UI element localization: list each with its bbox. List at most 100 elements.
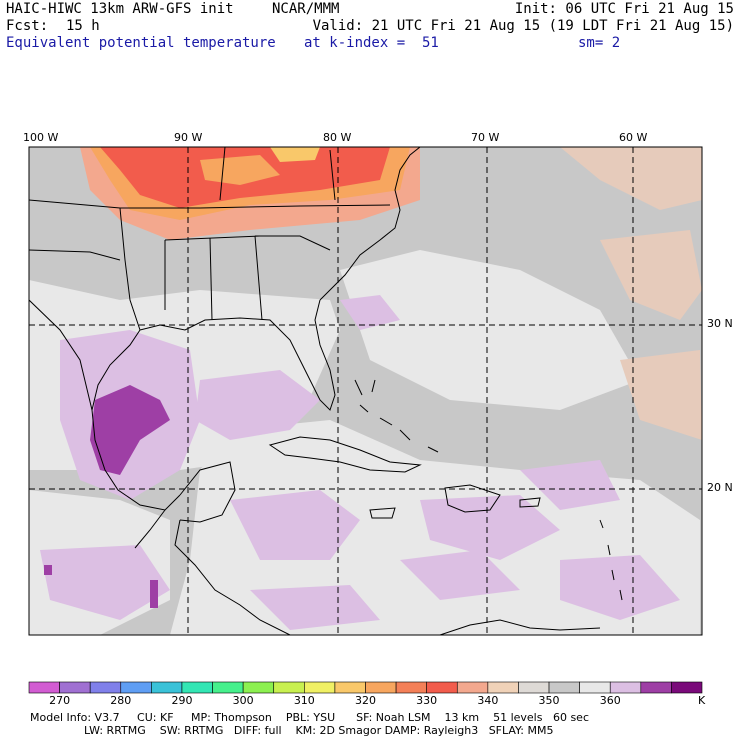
lavender-region: [40, 545, 170, 620]
coastline-segment: [611, 569, 615, 581]
coastline-segment: [329, 149, 336, 201]
colorbar-swatch: [548, 681, 580, 694]
lavender-region: [230, 490, 360, 560]
coastline-segment: [369, 507, 396, 519]
field-shading: [29, 147, 702, 635]
coastline-segment: [29, 199, 391, 209]
fcst-label: Fcst:: [6, 18, 49, 34]
coastline-segment: [371, 379, 376, 393]
purple-region: [44, 565, 52, 575]
map-frame: [28, 146, 703, 636]
lon-label-100w: 100 W: [23, 131, 59, 144]
tan-region: [620, 350, 702, 440]
coastline-segment: [179, 461, 236, 523]
colorbar-tick-label: 350: [539, 694, 560, 707]
colorbar-tick-label: 280: [110, 694, 131, 707]
coastline-segment: [359, 404, 369, 413]
coastline-segment: [29, 249, 121, 261]
colorbar-swatch: [89, 681, 122, 694]
lavender-region: [195, 370, 320, 440]
colorbar-swatch: [579, 681, 611, 694]
colorbar-swatch: [304, 681, 336, 694]
org-label: NCAR/MMM: [272, 1, 340, 17]
colorbar-tick-label: 360: [600, 694, 621, 707]
orange-region: [200, 155, 280, 185]
colorbar-swatch: [28, 681, 60, 694]
colorbar-swatch: [671, 681, 703, 694]
lon-label-80w: 80 W: [323, 131, 352, 144]
colorbar-swatch: [273, 681, 305, 694]
coastline-segment: [519, 497, 541, 508]
coastline-segment: [119, 207, 141, 331]
lavender-region: [250, 585, 380, 630]
coastline-segment: [268, 436, 422, 473]
coastline-segment: [444, 484, 501, 513]
lon-label-70w: 70 W: [471, 131, 500, 144]
colorbar-swatch: [487, 681, 519, 694]
coastline-segment: [174, 519, 291, 635]
model-title: HAIC-HIWC 13km ARW-GFS init: [6, 1, 234, 17]
field-name: Equivalent potential temperature: [6, 35, 276, 51]
lavender-region: [560, 555, 680, 620]
colorbar-swatch: [59, 681, 91, 694]
colorbar-tick-label: 330: [416, 694, 437, 707]
init-time: Init: 06 UTC Fri 21 Aug 15: [514, 1, 734, 17]
coastline-segment: [599, 519, 604, 529]
smoothing-info: sm= 2: [578, 35, 621, 51]
colorbar-swatch: [212, 681, 244, 694]
coastline-segment: [91, 329, 181, 511]
coastline-segment: [254, 235, 263, 321]
lat-label-20n: 20 N: [707, 481, 733, 494]
model-info-line1: Model Info: V3.7 CU: KF MP: Thompson PBL…: [30, 711, 590, 724]
coastline-segment: [399, 429, 411, 441]
lat-label-30n: 30 N: [707, 317, 733, 330]
colorbar-swatch: [518, 681, 550, 694]
colorbar-swatch: [395, 681, 427, 694]
level-info: at k-index = 51: [304, 35, 439, 51]
colorbar-swatch: [151, 681, 183, 694]
colorbar-swatch: [181, 681, 213, 694]
coastline-segment: [29, 299, 93, 411]
colorbar-swatch: [456, 681, 489, 694]
lon-label-90w: 90 W: [174, 131, 203, 144]
valid-time: Valid: 21 UTC Fri 21 Aug 15 (19 LDT Fri …: [312, 18, 734, 34]
colorbar-unit: K: [698, 694, 706, 707]
coastline-segment: [164, 235, 261, 241]
coastline-segment: [319, 147, 421, 301]
model-info-line2: LW: RRTMG SW: RRTMG DIFF: full KM: 2D Sm…: [84, 724, 554, 737]
coastlines: [29, 147, 623, 635]
colorbar-tick-label: 270: [49, 694, 70, 707]
purple-region: [90, 385, 170, 475]
colorbar-tick-label: 300: [233, 694, 254, 707]
coastline-segment: [209, 237, 213, 321]
coastline-segment: [255, 235, 331, 251]
lat-lon-grid: [29, 147, 702, 635]
coastline-segment: [427, 446, 439, 453]
tan-region: [600, 230, 702, 320]
colorbar-swatch: [609, 681, 642, 694]
gold-region: [270, 147, 320, 162]
lavender-region: [420, 495, 560, 560]
colorbar-tick-label: 340: [477, 694, 498, 707]
lavender-region: [400, 550, 520, 600]
coastline-segment: [619, 589, 623, 601]
lon-label-60w: 60 W: [619, 131, 648, 144]
light-region: [340, 250, 640, 410]
colorbar-swatch: [640, 681, 672, 694]
colorbar-swatch: [120, 681, 152, 694]
colorbar-tick-label: 310: [294, 694, 315, 707]
coastline-segment: [379, 417, 393, 426]
colorbar-swatch: [365, 681, 397, 694]
coastline-segment: [219, 147, 226, 201]
colorbar-tick-label: 290: [171, 694, 192, 707]
coastline-segment: [134, 509, 166, 549]
lavender-region: [520, 460, 620, 510]
lavender-region: [340, 295, 400, 330]
fcst-value: 15 h: [66, 18, 100, 34]
coastline-segment: [607, 544, 611, 556]
coastline-segment: [354, 379, 363, 396]
purple-region: [150, 580, 158, 608]
coastline-segment: [439, 619, 601, 635]
